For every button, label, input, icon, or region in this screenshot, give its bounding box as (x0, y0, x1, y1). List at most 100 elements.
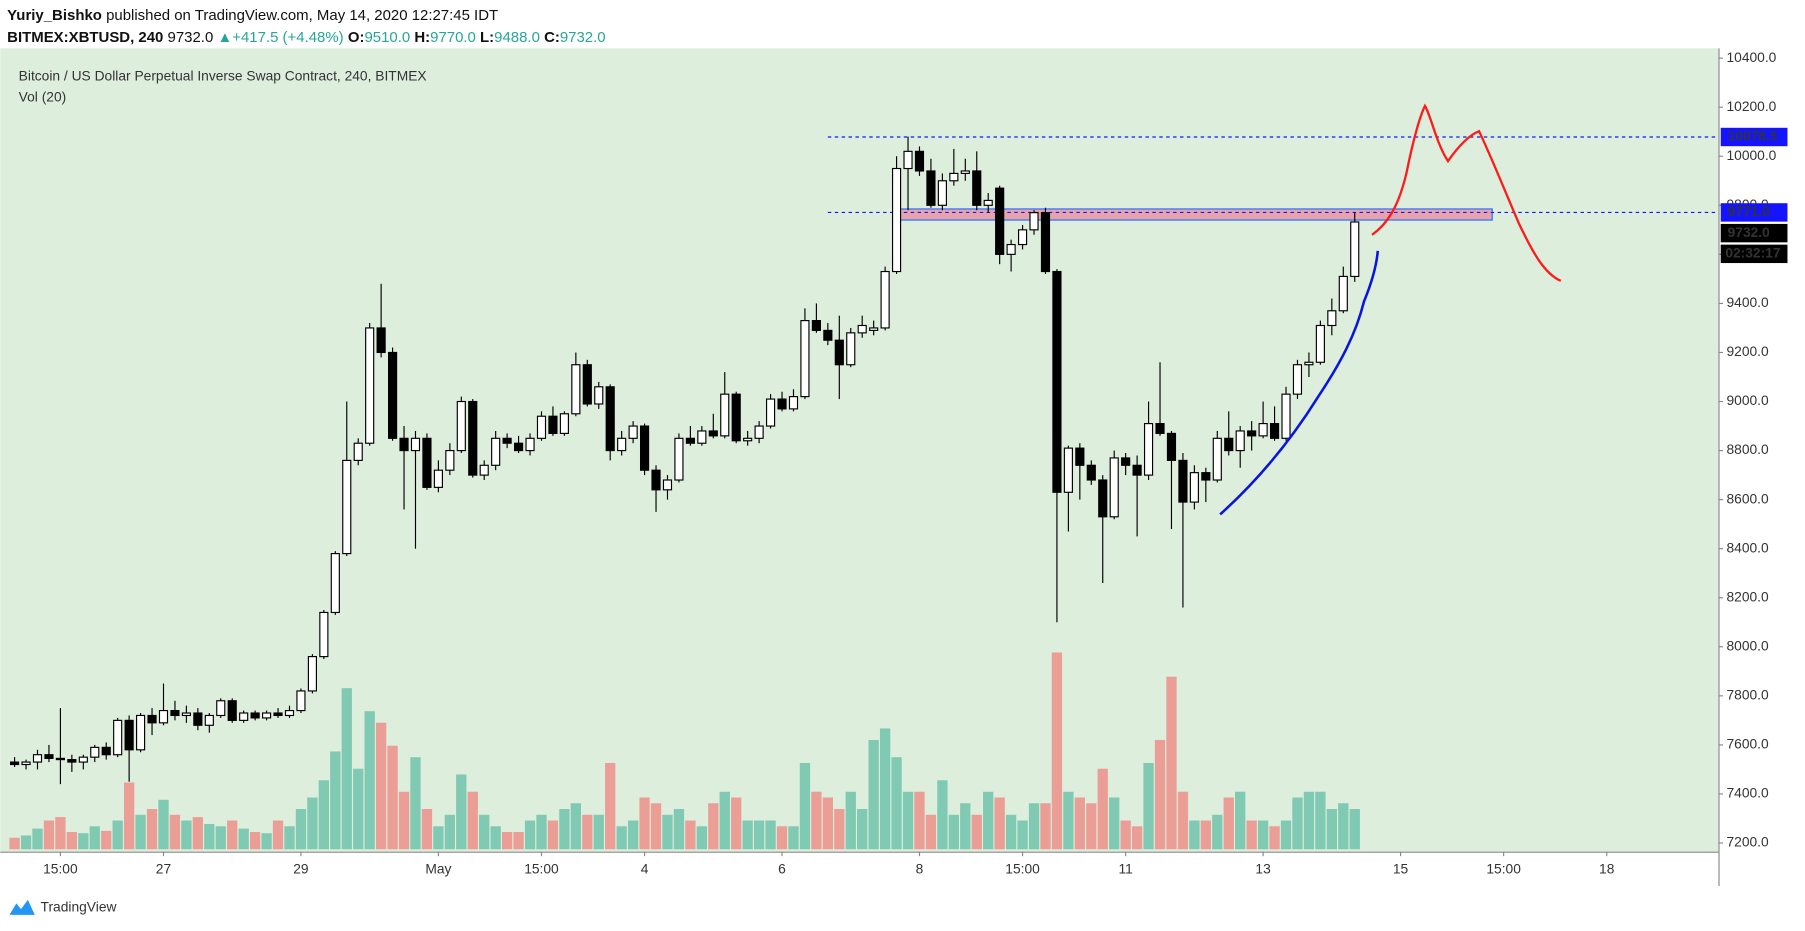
x-tick-label: 6 (778, 862, 786, 877)
volume-bar (765, 820, 776, 850)
candle-body (1338, 275, 1348, 312)
candle-body (731, 393, 741, 442)
volume-bar (1154, 739, 1166, 850)
y-tick-label: 9200.0 (1726, 344, 1769, 359)
chart-title: Bitcoin / US Dollar Perpetual Inverse Sw… (19, 69, 427, 84)
x-tick-label: 4 (641, 862, 649, 877)
volume-bar (204, 823, 215, 850)
volume-bar (822, 797, 833, 850)
plot-background (0, 48, 1719, 852)
candle-body (582, 364, 592, 405)
candle-body (342, 459, 352, 555)
price-badge (1720, 127, 1788, 147)
volume-bar (834, 809, 845, 850)
x-tick-label: May (425, 862, 451, 877)
volume-bar (364, 711, 375, 850)
candle-body (376, 327, 386, 354)
volume-bar (238, 828, 249, 850)
volume-bar (811, 791, 822, 850)
candle-body (1178, 459, 1188, 503)
volume-bar (146, 809, 158, 850)
candle-body (1281, 393, 1291, 439)
volume-bar (639, 797, 650, 850)
volume-bar (43, 820, 55, 850)
candle-body (1327, 310, 1337, 327)
candle-body (1017, 229, 1028, 246)
ohlc-label: O: (348, 29, 365, 46)
candle-body (628, 425, 638, 439)
volume-bar (261, 833, 272, 850)
volume-bar (868, 739, 879, 850)
volume-bar (341, 688, 352, 850)
candle-body (811, 320, 821, 331)
drawn-trend (1219, 250, 1380, 516)
volume-bar (1223, 797, 1234, 850)
candle-body (10, 761, 20, 766)
candle-body (548, 415, 558, 434)
candle-body (32, 754, 43, 763)
candle-body (181, 712, 191, 717)
volume-bar (318, 780, 330, 850)
y-tick-label: 7600.0 (1726, 737, 1769, 752)
volume-bar (55, 817, 66, 850)
volume-bar (559, 809, 570, 850)
footer-logo: TradingView (9, 900, 117, 915)
volume-bar (375, 722, 387, 850)
volume-bar (547, 820, 559, 850)
change: +417.5 (+4.48%) (232, 29, 343, 46)
publisher: Yuriy_Bishko (7, 7, 102, 24)
volume-bar (353, 768, 364, 850)
volume-bar (169, 814, 181, 850)
candle-body (1143, 423, 1154, 476)
volume-bar (1051, 652, 1063, 850)
candle-body (1269, 423, 1280, 439)
volume-bar (1269, 826, 1280, 850)
volume-bar (948, 814, 959, 850)
y-tick-label: 10200.0 (1726, 99, 1776, 114)
volume-bar (479, 814, 490, 850)
volume-bar (960, 803, 971, 850)
price-badge (1720, 223, 1788, 243)
candle-body (639, 425, 650, 471)
candle-body (743, 437, 753, 442)
candle-body (720, 393, 730, 437)
candle-body (708, 430, 718, 437)
volume-bar (192, 817, 204, 850)
volume-bar (227, 820, 238, 850)
ohlc-value: 9770.0 (430, 29, 476, 46)
volume-bar (1235, 791, 1246, 850)
x-tick-label: 18 (1599, 862, 1615, 877)
countdown-badge (1720, 244, 1788, 264)
volume-bar (66, 832, 78, 850)
candle-body (491, 437, 501, 466)
candle-body (754, 425, 764, 439)
volume-bar (9, 837, 20, 850)
candle-body (536, 415, 547, 439)
candle-body (365, 327, 375, 444)
drawn-forecast (1371, 103, 1562, 282)
candle-body (674, 437, 684, 481)
y-tick-label: 7200.0 (1726, 835, 1769, 850)
candle-body (1247, 430, 1257, 437)
candle-body (250, 712, 260, 719)
candle-body (869, 327, 879, 331)
candle-body (1075, 447, 1085, 466)
volume-bar (731, 797, 742, 850)
volume-bar (307, 797, 318, 850)
candle-body (937, 180, 947, 206)
candle-body (136, 714, 146, 751)
y-tick-label: 8800.0 (1726, 442, 1769, 457)
candle-body (227, 700, 237, 721)
volume-bar (742, 820, 753, 850)
candle-body (1189, 472, 1199, 503)
volume-bar (410, 757, 421, 850)
volume-bar (582, 814, 593, 850)
volume-bar (650, 803, 662, 850)
candle-body (1212, 437, 1222, 481)
y-tick-label: 10400.0 (1726, 50, 1776, 65)
volume-bar (284, 826, 295, 850)
candle-body (353, 442, 363, 461)
volume-bar (1166, 676, 1177, 850)
volume-bar (421, 809, 433, 850)
